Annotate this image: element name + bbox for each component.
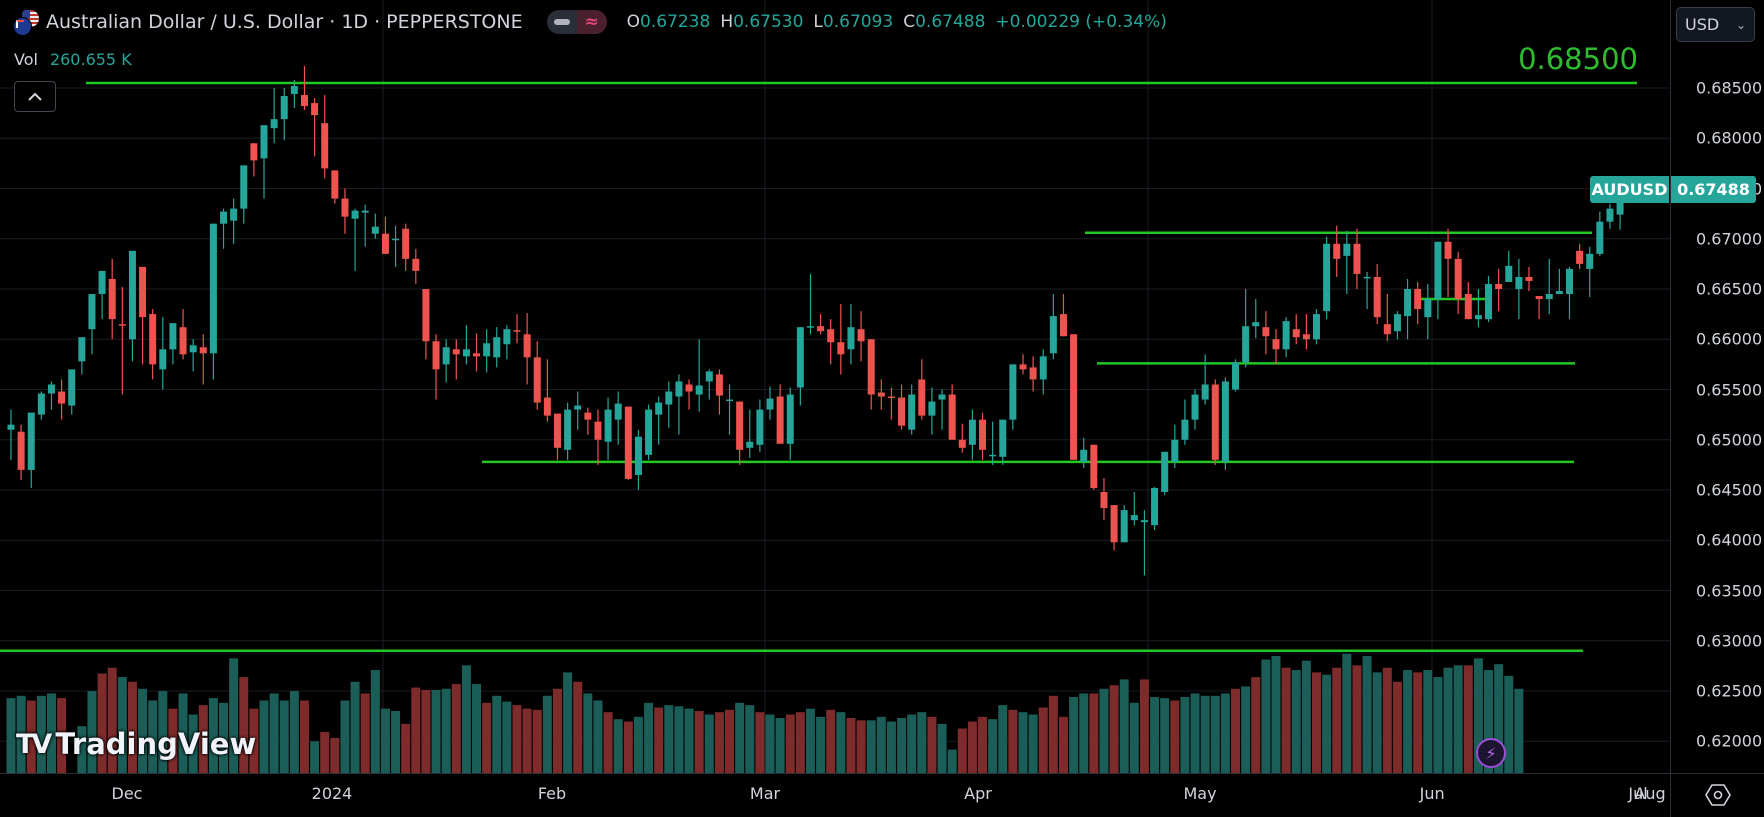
eye-icon[interactable] bbox=[547, 10, 577, 34]
price-axis-label: 0.62000 bbox=[1696, 731, 1763, 751]
price-tag-value: 0.67488 bbox=[1671, 176, 1756, 203]
high-value: 0.67530 bbox=[733, 12, 804, 32]
horizontal-level-lines[interactable] bbox=[0, 81, 1637, 653]
price-axis-label: 0.65000 bbox=[1696, 430, 1763, 450]
time-axis-label: Aug bbox=[1634, 784, 1666, 803]
volume-legend: Vol 260.655 K bbox=[14, 50, 132, 69]
wave-icon[interactable]: ≈ bbox=[576, 10, 607, 34]
volume-bars bbox=[6, 653, 1524, 773]
chevron-down-icon: ⌄ bbox=[1735, 17, 1746, 32]
price-axis-label: 0.64500 bbox=[1696, 480, 1763, 500]
time-axis-panel[interactable] bbox=[0, 774, 1764, 817]
open-value: 0.67238 bbox=[640, 12, 711, 32]
price-axis-label: 0.64000 bbox=[1696, 530, 1763, 550]
time-axis-label: Feb bbox=[537, 784, 567, 803]
change-value: +0.00229 (+0.34%) bbox=[995, 12, 1167, 32]
tradingview-logo-text: TradingView bbox=[55, 727, 257, 761]
time-axis-label: Dec bbox=[111, 784, 143, 803]
price-axis-label: 0.66000 bbox=[1696, 329, 1763, 349]
chart-settings-button[interactable] bbox=[1700, 780, 1736, 810]
lightning-bolt-icon: ⚡ bbox=[1485, 743, 1497, 763]
time-axis-label: Apr bbox=[964, 784, 992, 803]
price-axis-panel[interactable] bbox=[1671, 0, 1764, 817]
volume-value: 260.655 K bbox=[49, 50, 132, 69]
high-label: H bbox=[720, 12, 734, 32]
close-label: C bbox=[903, 12, 916, 32]
time-axis-label: Mar bbox=[749, 784, 781, 803]
hexagon-settings-icon bbox=[1705, 784, 1731, 806]
open-label: O bbox=[626, 12, 640, 32]
currency-value: USD bbox=[1685, 15, 1720, 34]
price-axis-divider bbox=[1670, 0, 1671, 817]
time-axis-divider bbox=[0, 773, 1764, 774]
tradingview-logo[interactable]: TV TradingView bbox=[16, 727, 256, 761]
currency-select[interactable]: USD ⌄ bbox=[1676, 7, 1755, 42]
chevron-up-icon bbox=[28, 92, 42, 101]
price-axis-label: 0.62500 bbox=[1696, 681, 1763, 701]
symbol-title[interactable]: Australian Dollar / U.S. Dollar · 1D · P… bbox=[46, 11, 523, 33]
price-axis-label: 0.68000 bbox=[1696, 128, 1763, 148]
au-flag-icon bbox=[13, 17, 32, 36]
price-axis-label: 0.66500 bbox=[1696, 279, 1763, 299]
time-axis-label: Jun bbox=[1419, 784, 1445, 803]
price-axis-label: 0.67000 bbox=[1696, 229, 1763, 249]
low-value: 0.67093 bbox=[822, 12, 894, 32]
price-axis-label: 0.68500 bbox=[1696, 78, 1763, 98]
price-axis-label: 0.63000 bbox=[1696, 631, 1763, 651]
time-axis-label: May bbox=[1183, 784, 1217, 803]
volume-label[interactable]: Vol bbox=[14, 50, 38, 69]
price-tag-symbol: AUDUSD bbox=[1590, 176, 1669, 203]
candlestick-series bbox=[7, 65, 1624, 576]
low-label: L bbox=[813, 12, 823, 32]
symbol-legend: Australian Dollar / U.S. Dollar · 1D · P… bbox=[12, 9, 1167, 36]
time-axis-label: 2024 bbox=[311, 784, 353, 803]
chart-grid bbox=[0, 0, 1670, 773]
level-annotation[interactable]: 0.68500 bbox=[1518, 42, 1638, 76]
lightning-bolt-button[interactable]: ⚡ bbox=[1476, 738, 1506, 768]
time-axis-label: Jul bbox=[1628, 784, 1648, 803]
price-axis-label: 0.63500 bbox=[1696, 581, 1763, 600]
currency-flags bbox=[12, 9, 40, 36]
close-value: 0.67488 bbox=[915, 12, 986, 32]
legend-controls[interactable]: ≈ bbox=[546, 10, 607, 34]
tradingview-logo-icon: TV bbox=[16, 728, 52, 760]
collapse-legend-button[interactable] bbox=[14, 81, 56, 112]
price-axis-label: 0.65500 bbox=[1696, 380, 1763, 399]
ohlc-values: O0.67238 H0.67530 L0.67093 C0.67488 +0.0… bbox=[627, 12, 1167, 32]
